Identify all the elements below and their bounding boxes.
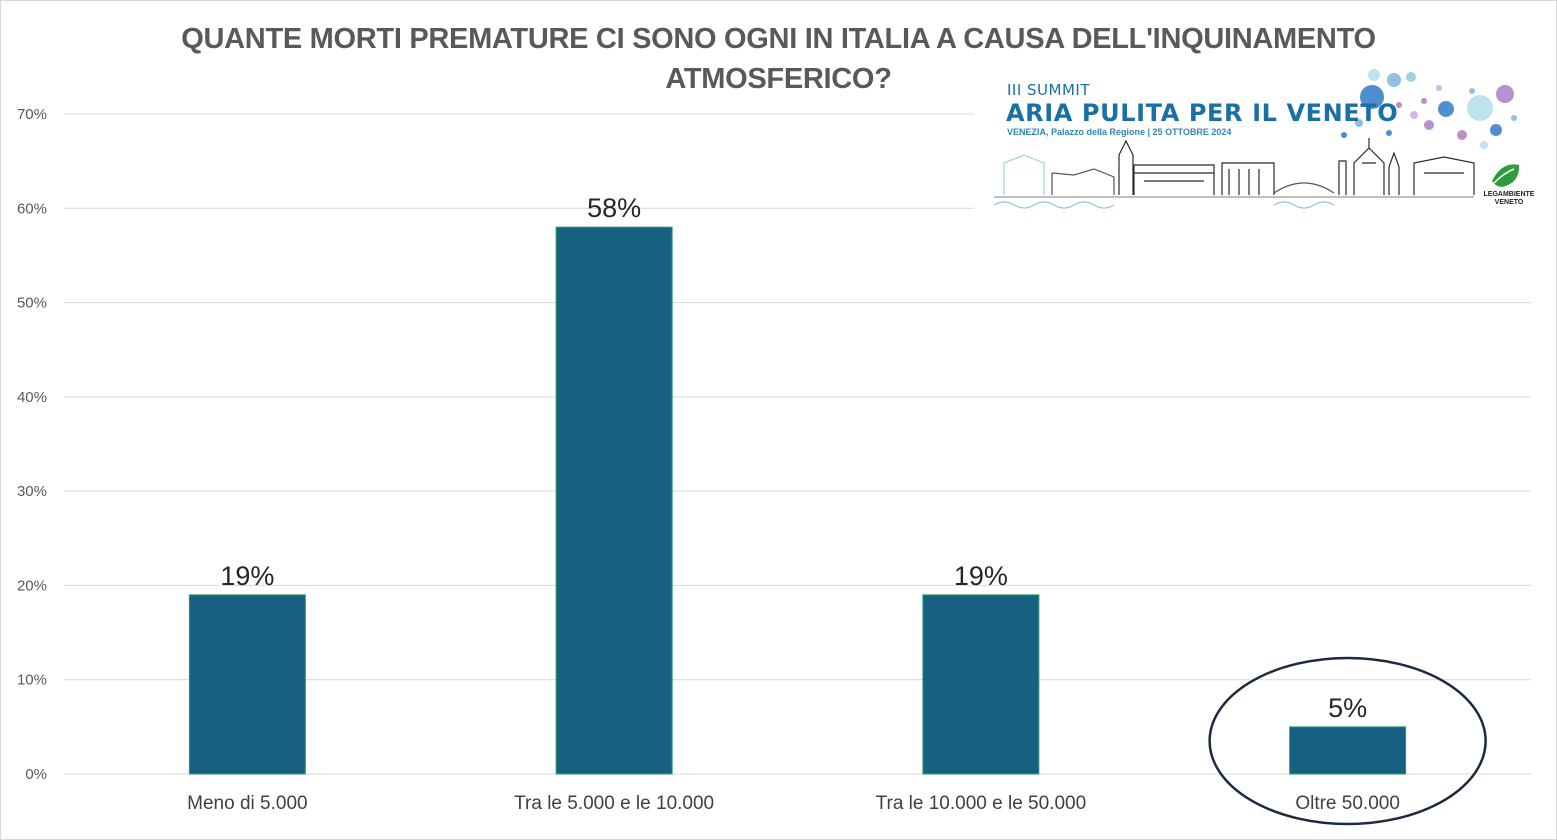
logo-org-line-1: LEGAMBIENTE [1483, 191, 1535, 198]
y-tick-label: 70% [17, 106, 47, 123]
logo-title: ARIA PULITA PER IL VENETO [1006, 99, 1399, 127]
bar [188, 594, 306, 775]
bar [1289, 726, 1407, 775]
y-tick-label: 20% [17, 577, 47, 594]
data-label: 58% [587, 193, 641, 223]
data-label: 19% [954, 561, 1008, 591]
data-labels: 19% 58% 19% 5% [220, 193, 1367, 723]
y-tick-label: 10% [17, 672, 47, 689]
chart-title-line-1: QUANTE MORTI PREMATURE CI SONO OGNI IN I… [181, 23, 1376, 55]
summit-logo: III SUMMIT ARIA PULITA PER IL VENETO VEN… [974, 63, 1546, 213]
legambiente-leaf-logo [1492, 164, 1520, 187]
logo-org-line-2: VENETO [1494, 199, 1524, 206]
data-label: 5% [1328, 693, 1367, 723]
x-category-label: Oltre 50.000 [1295, 793, 1400, 814]
data-label: 19% [220, 561, 274, 591]
x-category-label: Meno di 5.000 [187, 793, 307, 814]
highlight-ellipse [1208, 656, 1487, 826]
logo-kicker: III SUMMIT [1007, 81, 1091, 99]
y-tick-label: 0% [25, 766, 47, 783]
city-skyline-illustration [993, 138, 1475, 209]
x-axis-labels: Meno di 5.000 Tra le 5.000 e le 10.000 Tra… [187, 793, 1400, 814]
x-category-label: Tra le 5.000 e le 10.000 [514, 793, 714, 814]
y-tick-label: 50% [17, 295, 47, 312]
logo-artwork [993, 69, 1520, 209]
x-category-label: Tra le 10.000 e le 50.000 [876, 793, 1087, 814]
y-tick-label: 40% [17, 389, 47, 406]
logo-subtitle: VENEZIA, Palazzo della Regione | 25 OTTO… [1007, 127, 1232, 137]
logo-organization: LEGAMBIENTE VENETO [1479, 191, 1539, 207]
chart-title-line-2: ATMOSFERICO? [665, 63, 892, 95]
bar [555, 226, 673, 775]
y-axis-ticks: 0% 10% 20% 30% 40% 50% 60% 70% [17, 106, 47, 783]
y-tick-label: 30% [17, 483, 47, 500]
chart-title: QUANTE MORTI PREMATURE CI SONO OGNI IN I… [141, 19, 1416, 99]
bar [922, 594, 1040, 775]
y-tick-label: 60% [17, 200, 47, 217]
bubbles-decoration [1341, 69, 1517, 149]
highlight-layer [1208, 656, 1487, 826]
bars [188, 226, 1407, 775]
